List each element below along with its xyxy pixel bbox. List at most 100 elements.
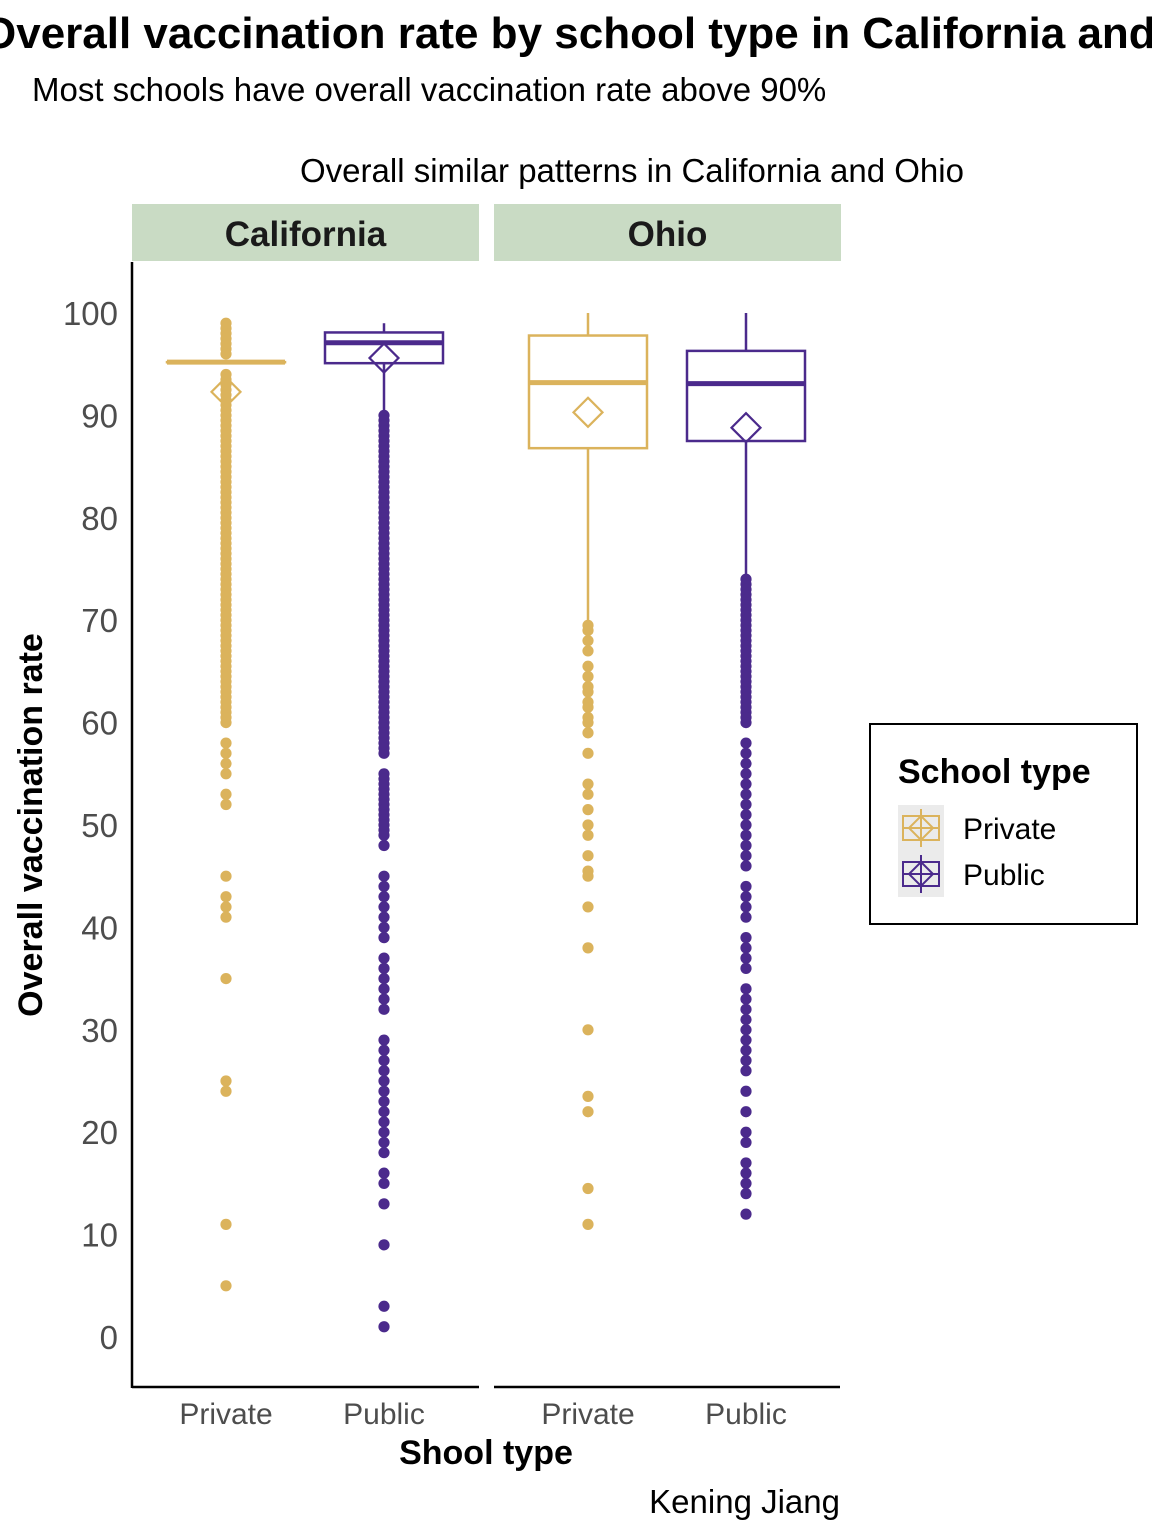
y-tick-label: 0 bbox=[100, 1319, 118, 1356]
outlier-point bbox=[220, 348, 232, 360]
x-axis-ticks: Private Public Private Public bbox=[179, 1398, 787, 1431]
facet-label-california: California bbox=[225, 215, 387, 254]
outlier-point bbox=[740, 983, 752, 995]
outlier-point bbox=[220, 891, 232, 903]
outlier-point bbox=[740, 747, 752, 759]
outlier-point bbox=[220, 768, 232, 780]
outlier-point bbox=[582, 819, 594, 831]
outlier-point bbox=[740, 1157, 752, 1169]
outlier-point bbox=[582, 747, 594, 759]
mean-marker bbox=[367, 342, 401, 375]
outlier-point bbox=[582, 829, 594, 841]
outlier-point bbox=[740, 1013, 752, 1026]
outlier-point bbox=[740, 1003, 752, 1015]
outlier-point bbox=[378, 1321, 390, 1333]
outlier-point bbox=[378, 1177, 390, 1189]
outlier-point bbox=[740, 901, 752, 913]
plot-marks bbox=[165, 313, 807, 1333]
outlier-point bbox=[740, 1065, 752, 1077]
outlier-point bbox=[740, 911, 752, 923]
outlier-point bbox=[378, 973, 390, 985]
outlier-point bbox=[740, 757, 752, 770]
outlier-point bbox=[220, 911, 232, 923]
facet-panel-california: California bbox=[132, 204, 479, 261]
outlier-point bbox=[378, 1167, 390, 1179]
chart-subtitle: Most schools have overall vaccination ra… bbox=[32, 71, 826, 108]
outlier-point bbox=[220, 901, 232, 913]
outlier-point bbox=[582, 942, 594, 954]
y-axis-ticks: 0 10 20 30 40 50 60 70 80 90 100 bbox=[63, 295, 118, 1356]
outlier-point bbox=[378, 1075, 390, 1087]
outlier-point bbox=[378, 1003, 390, 1015]
outlier-point bbox=[378, 1065, 390, 1077]
outlier-point bbox=[220, 870, 232, 882]
outlier-point bbox=[582, 1182, 594, 1195]
outlier-point bbox=[582, 645, 594, 657]
outlier-point bbox=[582, 717, 594, 729]
outlier-point bbox=[740, 768, 752, 780]
outlier-point bbox=[378, 901, 390, 913]
outlier-point bbox=[378, 1126, 390, 1138]
outlier-point bbox=[582, 686, 594, 698]
y-tick-label: 70 bbox=[81, 602, 118, 639]
caption: Kening Jiang bbox=[649, 1483, 840, 1520]
y-tick-label: 60 bbox=[81, 705, 118, 742]
outlier-point bbox=[740, 993, 752, 1005]
outlier-point bbox=[740, 1136, 752, 1149]
mean-marker bbox=[729, 411, 763, 444]
y-tick-label: 40 bbox=[81, 909, 118, 946]
outlier-point bbox=[582, 670, 594, 683]
outlier-point bbox=[740, 1126, 752, 1138]
outlier-point bbox=[378, 1044, 390, 1056]
outlier-point bbox=[378, 1095, 390, 1108]
outlier-point bbox=[378, 1239, 390, 1251]
outlier-point bbox=[378, 962, 390, 974]
y-tick-label: 90 bbox=[81, 397, 118, 434]
outlier-point bbox=[378, 932, 390, 944]
outlier-point bbox=[220, 1280, 232, 1292]
outlier-point bbox=[220, 1085, 232, 1097]
outlier-point bbox=[378, 829, 390, 841]
outlier-point bbox=[740, 1106, 752, 1118]
outlier-point bbox=[740, 1177, 752, 1189]
outlier-point bbox=[378, 983, 390, 995]
outlier-point bbox=[582, 1106, 594, 1118]
outlier-point bbox=[378, 1054, 390, 1067]
outlier-point bbox=[378, 880, 390, 893]
outlier-point bbox=[378, 1085, 390, 1097]
outlier-point bbox=[740, 798, 752, 811]
outlier-point bbox=[740, 1044, 752, 1056]
outlier-point bbox=[740, 1024, 752, 1036]
outlier-point bbox=[582, 1024, 594, 1036]
legend-title: School type bbox=[898, 753, 1091, 791]
facet-strip-california bbox=[132, 204, 479, 261]
x-axis-title: Shool type bbox=[399, 1434, 573, 1472]
outlier-point bbox=[740, 819, 752, 831]
outlier-point bbox=[582, 870, 594, 882]
box-iqr bbox=[527, 334, 649, 450]
outlier-point bbox=[582, 788, 594, 800]
outlier-point bbox=[220, 717, 232, 729]
outlier-point bbox=[740, 839, 752, 852]
outlier-point bbox=[220, 1075, 232, 1087]
outlier-point bbox=[740, 737, 752, 749]
outlier-point bbox=[740, 788, 752, 800]
x-tick-label: Private bbox=[541, 1398, 634, 1431]
legend-key-diamond bbox=[907, 860, 935, 888]
outlier-point bbox=[378, 1034, 390, 1046]
chart-title: Overall vaccination rate by school type … bbox=[0, 9, 1152, 58]
y-tick-label: 30 bbox=[81, 1012, 118, 1049]
outlier-point bbox=[740, 1188, 752, 1200]
outlier-point bbox=[582, 701, 594, 713]
outlier-point bbox=[378, 1106, 390, 1118]
outlier-point bbox=[220, 757, 232, 770]
facet-strip-ohio bbox=[494, 204, 841, 261]
outlier-point bbox=[582, 850, 594, 862]
outlier-point bbox=[740, 717, 752, 729]
y-tick-label: 20 bbox=[81, 1114, 118, 1151]
y-tick-label: 10 bbox=[81, 1217, 118, 1254]
facet-label-ohio: Ohio bbox=[628, 215, 708, 254]
outlier-point bbox=[740, 829, 752, 841]
legend: School type Private Public bbox=[869, 723, 1138, 925]
